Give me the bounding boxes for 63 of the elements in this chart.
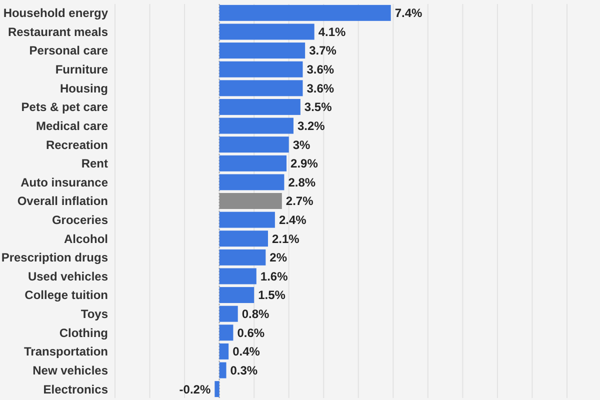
bar [219,268,256,284]
y-tick-label: Furniture [55,62,108,77]
bar [219,80,303,96]
data-label: 3.6% [306,62,334,77]
data-label: 3% [292,138,311,152]
data-label: 2.7% [286,194,314,208]
data-label: -0.2% [179,382,211,396]
bar [219,324,234,341]
data-label: 2.8% [288,175,316,190]
bar [219,174,284,190]
data-label: 2% [270,250,288,265]
data-label: 0.6% [237,326,265,340]
bar [219,249,266,266]
y-tick-label: New vehicles [32,363,108,378]
y-tick-label: Medical care [36,118,108,133]
data-label: 0.4% [232,344,260,359]
y-tick-label: Overall inflation [17,194,108,208]
y-tick-label: Household energy [3,6,108,20]
bar [219,4,391,21]
y-tick-label: College tuition [24,288,108,302]
bar [219,287,254,304]
bar [219,155,287,172]
y-tick-label: Toys [80,307,108,322]
bar [219,306,238,322]
data-label: 2.1% [272,232,300,246]
data-label: 4.1% [318,24,346,39]
bar [219,230,268,247]
data-label: 2.4% [278,213,307,228]
bar [219,61,303,78]
y-tick-label: Used vehicles [28,269,108,284]
data-label: 3.6% [306,81,334,96]
y-tick-label: Alcohol [64,232,108,246]
y-tick-label: Personal care [29,44,108,58]
data-label: 0.8% [242,307,270,322]
data-label: 1.6% [260,269,288,284]
y-tick-label: Groceries [52,213,108,228]
y-tick-label: Recreation [46,138,108,152]
data-label: 3.2% [297,118,326,133]
bar [219,343,229,360]
data-label: 2.9% [290,156,318,171]
data-label: 3.7% [309,44,337,58]
bar [219,98,300,115]
y-tick-label: Transportation [24,344,108,359]
bar [219,24,314,40]
y-tick-label: Prescription drugs [1,250,108,265]
y-tick-label: Restaurant meals [8,24,108,39]
data-label: 1.5% [258,288,286,302]
y-tick-label: Housing [60,81,108,96]
bar [219,118,294,134]
bar [219,193,282,209]
bar [214,381,220,398]
bar [219,136,289,153]
bar [219,212,275,228]
data-label: 7.4% [394,6,423,20]
y-tick-label: Rent [81,156,108,171]
data-label: 3.5% [304,100,332,114]
y-tick-label: Electronics [43,382,108,396]
y-tick-label: Auto insurance [20,175,108,190]
bar [219,362,226,378]
y-tick-label: Pets & pet care [21,100,108,114]
y-tick-label: Clothing [59,326,108,340]
data-label: 0.3% [230,363,258,378]
bar [219,42,306,59]
